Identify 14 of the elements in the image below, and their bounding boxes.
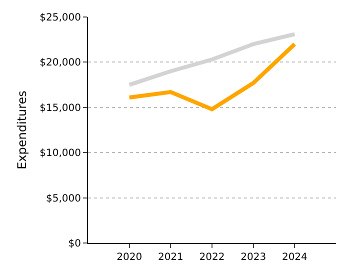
y-tick-label: $25,000 — [40, 12, 81, 24]
x-tick-label: 2022 — [199, 252, 225, 263]
y-tick-label: $5,000 — [46, 193, 81, 204]
line-series — [127, 42, 297, 112]
x-tick-label: 2021 — [158, 252, 184, 263]
y-tick-label: $20,000 — [40, 58, 81, 69]
x-tick-label: 2023 — [240, 252, 266, 263]
x-tick-label: 2024 — [282, 252, 308, 263]
x-tick-label: 2020 — [116, 252, 142, 263]
line-series — [127, 32, 297, 87]
y-axis-title: Expenditures — [14, 90, 29, 170]
y-tick-label: $0 — [68, 238, 81, 250]
y-tick-label: $10,000 — [40, 148, 81, 160]
y-tick-label: $15,000 — [40, 102, 81, 114]
